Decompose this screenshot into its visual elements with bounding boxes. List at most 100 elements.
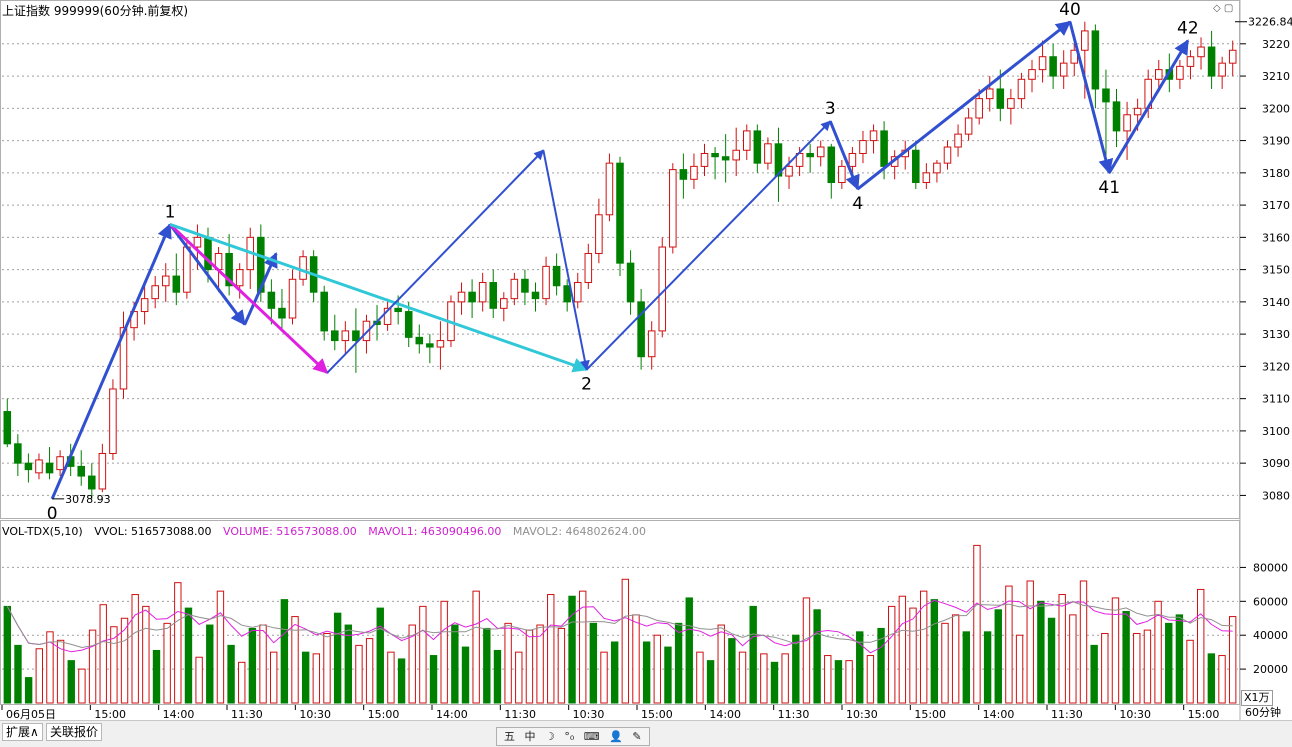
volume-bar bbox=[88, 629, 97, 704]
candle-body bbox=[700, 152, 709, 167]
volume-bar bbox=[664, 646, 672, 704]
candle-body bbox=[954, 133, 962, 148]
wave-label: 0 bbox=[47, 504, 58, 524]
volume-bar bbox=[365, 638, 374, 704]
volume-bar bbox=[557, 627, 566, 704]
price-tick-label: 3090 bbox=[1262, 457, 1290, 470]
wave-line bbox=[856, 20, 1072, 191]
wave-label: 1 bbox=[165, 202, 176, 222]
volume-bar bbox=[1175, 614, 1184, 704]
wrench-icon[interactable]: ✎ bbox=[632, 730, 642, 743]
volume-bar bbox=[376, 607, 384, 704]
candle-body bbox=[468, 291, 476, 303]
candle-body bbox=[1091, 30, 1100, 90]
volume-tick-label: 60000 bbox=[1253, 595, 1288, 608]
volume-bar bbox=[1165, 622, 1173, 704]
keyboard-icon[interactable]: ⌨ bbox=[583, 730, 600, 743]
candle-body bbox=[119, 327, 128, 390]
candle-body bbox=[352, 330, 360, 342]
volume-bar bbox=[280, 599, 289, 704]
candle-body bbox=[838, 165, 846, 184]
volume-bar bbox=[408, 624, 416, 704]
volume-bar bbox=[216, 590, 225, 704]
toolbar-button-zhong[interactable]: 中 bbox=[524, 730, 536, 743]
candle-body bbox=[1154, 69, 1163, 80]
toolbar-button-5[interactable]: 五 bbox=[504, 730, 515, 743]
volume-bar bbox=[653, 634, 661, 704]
volume-bar bbox=[1143, 629, 1152, 704]
mavol2-line bbox=[6, 601, 1233, 649]
candle-body bbox=[77, 465, 86, 477]
candle-body bbox=[478, 282, 487, 303]
candle-body bbox=[531, 291, 540, 300]
volume-bar bbox=[525, 629, 534, 704]
volume-bar bbox=[142, 605, 150, 704]
candle-body bbox=[3, 411, 12, 445]
tab-related-quotes[interactable]: 关联报价 bbox=[46, 723, 103, 741]
candle-body bbox=[933, 162, 941, 174]
volume-bar bbox=[291, 616, 299, 704]
price-annotation-label: 3078.93 bbox=[65, 493, 111, 506]
candle-body bbox=[510, 278, 519, 300]
tab-extend[interactable]: 扩展∧ bbox=[2, 723, 43, 741]
volume-bar bbox=[1090, 644, 1098, 704]
volume-bar bbox=[1026, 580, 1034, 704]
window-controls-icon[interactable]: ◇ ▢ bbox=[1213, 3, 1234, 14]
candle-body bbox=[415, 336, 424, 345]
volume-bar bbox=[1058, 594, 1066, 704]
candle-body bbox=[1102, 88, 1110, 103]
volume-bar bbox=[1037, 600, 1045, 704]
volume-bar bbox=[152, 649, 161, 704]
volume-bar bbox=[973, 544, 981, 704]
candle-body bbox=[848, 152, 857, 167]
candle-body bbox=[753, 130, 762, 164]
candle-body bbox=[595, 214, 603, 254]
period-label[interactable]: 60分钟 bbox=[1245, 706, 1281, 719]
volume-bar bbox=[909, 607, 917, 704]
volume-bar bbox=[163, 622, 171, 704]
volume-bar bbox=[877, 627, 885, 704]
candle-body bbox=[140, 298, 149, 313]
volume-bar bbox=[35, 648, 43, 704]
wave-label: 40 bbox=[1059, 0, 1081, 20]
candle-body bbox=[732, 149, 740, 161]
volume-bar bbox=[206, 624, 214, 704]
volume-bar bbox=[195, 656, 203, 704]
volume-bar bbox=[78, 668, 86, 704]
candle-body bbox=[816, 146, 825, 158]
volume-bar bbox=[259, 624, 267, 704]
wave-label: 3 bbox=[825, 99, 836, 119]
candle-body bbox=[711, 152, 719, 158]
candle-body bbox=[45, 462, 54, 474]
user-icon[interactable]: 👤 bbox=[609, 730, 623, 743]
time-tick-label: 10:30 bbox=[1119, 708, 1151, 720]
volume-bar bbox=[483, 627, 491, 704]
candle-body bbox=[299, 256, 307, 280]
candle-body bbox=[869, 130, 878, 142]
bottom-toolbar: 五 中 ☽ °₀ ⌨ 👤 ✎ bbox=[496, 727, 650, 746]
candle-body bbox=[1049, 56, 1057, 77]
volume-bar bbox=[184, 607, 193, 704]
chart-canvas[interactable]: 3080309031003110312031303140315031603170… bbox=[0, 0, 1292, 720]
volume-bar bbox=[834, 660, 843, 704]
volume-bar bbox=[46, 631, 54, 704]
candle-body bbox=[964, 117, 973, 135]
candle-body bbox=[1228, 49, 1237, 64]
volume-bar bbox=[941, 622, 949, 704]
volume-tick-label: 20000 bbox=[1253, 663, 1288, 676]
candle-body bbox=[1059, 62, 1068, 77]
volume-bar bbox=[323, 633, 331, 704]
moon-icon[interactable]: ☽ bbox=[545, 730, 555, 743]
price-tick-label: 3110 bbox=[1262, 393, 1290, 406]
volume-bar bbox=[14, 644, 22, 704]
candle-body bbox=[500, 298, 508, 309]
candle-body bbox=[1197, 46, 1205, 58]
volume-bar bbox=[845, 660, 853, 704]
candle-body bbox=[109, 388, 117, 454]
time-tick-label: 11:30 bbox=[231, 708, 263, 720]
volume-bar bbox=[706, 660, 715, 704]
volume-bar bbox=[1154, 600, 1162, 704]
candle-body bbox=[288, 278, 297, 319]
degree-icon[interactable]: °₀ bbox=[564, 730, 575, 743]
volume-bar bbox=[1079, 580, 1088, 704]
